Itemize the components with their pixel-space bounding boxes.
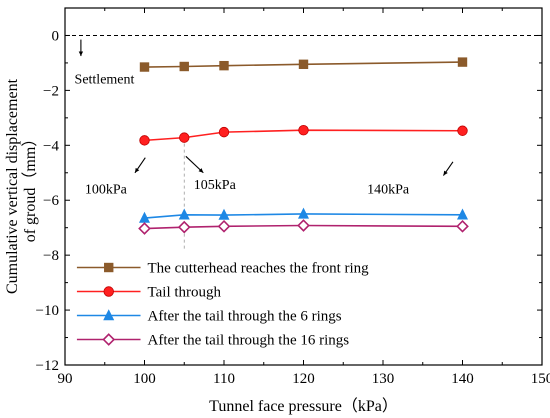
y-tick-label: −10: [36, 303, 59, 319]
y-axis-title-line-1: Cumulative vertical displacement: [4, 78, 21, 294]
data-point: [179, 61, 189, 72]
x-tick-label: 130: [372, 371, 395, 387]
y-tick-label: −6: [43, 193, 59, 209]
data-point: [218, 208, 230, 220]
legend-label: Tail through: [148, 285, 222, 301]
legend-item: The cutterhead reaches the front ring: [76, 261, 370, 277]
annotation-100kpa: 100kPa: [85, 182, 128, 197]
settlement-arrow: [78, 39, 84, 57]
legend-label: The cutterhead reaches the front ring: [148, 261, 370, 277]
legend-marker: [102, 333, 116, 346]
arrow-head: [443, 170, 448, 176]
data-point: [456, 208, 469, 220]
legend: The cutterhead reaches the front ring Tai…: [76, 261, 370, 349]
legend-item: After the tail through the 6 rings: [76, 309, 342, 325]
data-point: [456, 219, 469, 233]
data-point: [457, 125, 468, 136]
arrow-head: [198, 168, 204, 173]
series-4: [138, 219, 469, 235]
data-point: [297, 219, 310, 232]
y-tick-label: −2: [43, 83, 59, 99]
data-point: [139, 62, 150, 72]
arrow-head: [78, 51, 84, 57]
arrow-100kpa: [134, 157, 146, 174]
x-tick-label: 100: [133, 371, 156, 387]
legend-item: After the tail through the 16 rings: [76, 333, 350, 349]
legend-label: After the tail through the 16 rings: [148, 333, 350, 349]
annotations: Settlement 100kPa 105kPa 140kPa: [75, 39, 454, 197]
data-point: [219, 60, 229, 71]
x-tick-label: 110: [213, 371, 235, 387]
data-point: [298, 125, 309, 136]
y-axis-title-line-2: of groud（mm）: [21, 131, 39, 243]
data-point: [178, 208, 190, 220]
x-tick-label: 150: [531, 371, 550, 387]
axis-ticks: 90 100 110 120 130 140 150 −12 −10 −8 −6 −4 −2 0: [36, 8, 550, 387]
y-tick-label: −4: [43, 138, 59, 154]
x-tick-label: 120: [292, 371, 315, 387]
data-point: [139, 135, 150, 146]
arrow-head: [134, 167, 140, 173]
y-tick-label: 0: [52, 28, 60, 44]
arrow-140kpa: [442, 161, 454, 176]
x-tick-label: 140: [451, 371, 474, 387]
series-1: [139, 57, 468, 72]
x-axis-title: Tunnel face pressure（kPa）: [209, 397, 398, 415]
series-3: [138, 207, 469, 223]
data-point: [217, 219, 231, 233]
data-point: [218, 126, 230, 138]
arrow-105kpa: [185, 155, 204, 174]
data-point: [177, 220, 191, 234]
series-2: [139, 125, 468, 146]
series-layer: [138, 57, 469, 235]
y-tick-label: −12: [36, 358, 59, 374]
annotation-140kpa: 140kPa: [367, 182, 410, 197]
data-point: [297, 207, 310, 219]
y-axis-title: Cumulative vertical displacement of grou…: [4, 78, 39, 294]
legend-marker: [104, 262, 114, 273]
y-tick-label: −8: [43, 248, 59, 264]
legend-label: After the tail through the 6 rings: [148, 309, 342, 325]
data-point: [298, 59, 309, 69]
data-point: [138, 222, 151, 235]
x-tick-label: 90: [58, 371, 73, 387]
legend-item: Tail through: [76, 285, 222, 301]
data-point: [179, 132, 190, 143]
legend-marker: [103, 286, 114, 297]
legend-marker: [103, 309, 115, 321]
annotation-105kpa: 105kPa: [194, 178, 237, 193]
data-point: [457, 57, 468, 67]
annotation-settlement: Settlement: [75, 73, 135, 88]
